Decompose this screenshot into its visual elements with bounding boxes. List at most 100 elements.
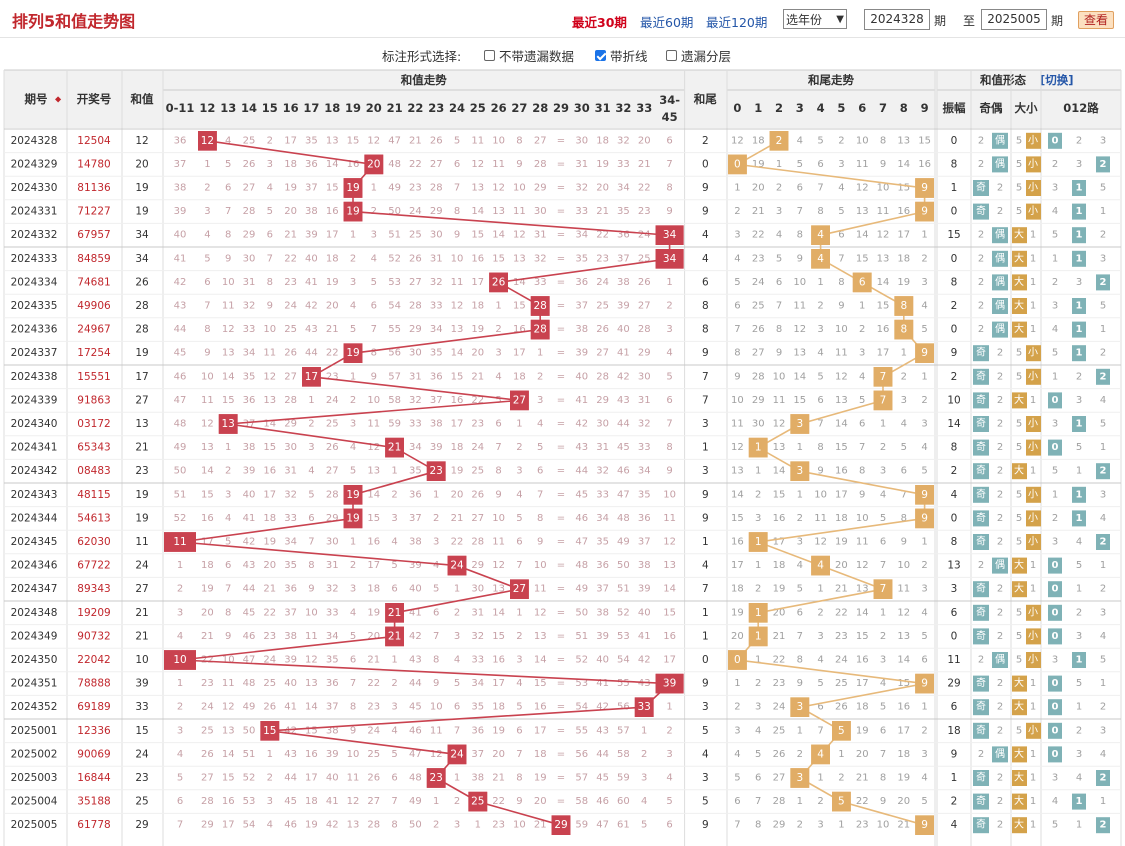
- sum-miss-value: 53: [617, 631, 630, 642]
- parity-badge-text: 偶: [995, 653, 1005, 666]
- sum-miss-value: 11: [451, 277, 464, 288]
- size-miss: 5: [1016, 537, 1022, 548]
- tail-miss-value: 14: [856, 230, 869, 241]
- sum-miss-value: 1: [391, 466, 397, 477]
- sum-miss-value: 12: [451, 301, 464, 312]
- sum-miss-value: 11: [201, 395, 214, 406]
- sum-miss-value: 20: [492, 749, 505, 760]
- sum-miss-value: 47: [174, 395, 187, 406]
- tail-cell: 3: [702, 772, 709, 784]
- number-cell: 84859: [77, 253, 110, 265]
- option-with-line[interactable]: 带折线: [595, 46, 648, 65]
- tail-hit-value: 1: [755, 607, 762, 619]
- sum-hit-value: 39: [663, 678, 676, 690]
- route-badge-text: 0: [1052, 725, 1059, 736]
- amplitude-cell: 8: [951, 442, 958, 454]
- sum-miss-value: 42: [575, 419, 588, 430]
- tail-miss-value: 1: [797, 442, 803, 453]
- year-select[interactable]: 选年份 ▼: [783, 9, 847, 29]
- sum-miss-value: 21: [284, 230, 297, 241]
- sum-miss-value: 16: [305, 749, 318, 760]
- tail-hit-value: 7: [880, 394, 887, 406]
- checkbox-no-miss[interactable]: [484, 50, 495, 61]
- sum-miss-value: 43: [409, 655, 422, 666]
- tail-miss-value: 2: [880, 442, 886, 453]
- sum-miss-value: 14: [492, 230, 505, 241]
- sum-miss-value: 6: [267, 230, 273, 241]
- tail-miss-value: 1: [921, 371, 927, 382]
- tail-hit-cell: [790, 414, 810, 434]
- tail-miss-value: 2: [797, 513, 803, 524]
- nav-recent-120[interactable]: 最近120期: [706, 15, 768, 30]
- sum-hit-cell: [385, 603, 404, 623]
- sum-miss-value: 1: [177, 678, 183, 689]
- sum-miss-value: 36: [617, 230, 630, 241]
- sum-miss-value: 15: [513, 301, 526, 312]
- tail-miss-value: 11: [773, 395, 786, 406]
- checkbox-with-line[interactable]: [595, 50, 606, 61]
- sum-miss-value: 28: [201, 796, 214, 807]
- tail-hit-value: 5: [838, 796, 845, 808]
- from-issue-input[interactable]: 2024328: [864, 9, 930, 30]
- route-miss: 5: [1076, 442, 1082, 453]
- sum-miss-value: 25: [596, 301, 609, 312]
- tail-miss-value: 3: [838, 159, 844, 170]
- issue-cell: 2024343: [11, 489, 58, 501]
- tail-hit-cell: [915, 815, 934, 835]
- sum-miss-value: 23: [596, 253, 609, 264]
- number-cell: 78888: [77, 678, 110, 690]
- amplitude-cell: 2: [951, 300, 958, 312]
- sum-miss-value: 12: [430, 749, 443, 760]
- sum-miss-value: 11: [222, 678, 235, 689]
- tail-hit-value: 9: [921, 347, 928, 359]
- sum-miss-value: 43: [617, 395, 630, 406]
- route-miss: 3: [1052, 537, 1058, 548]
- parity-badge-text: 奇: [976, 204, 986, 217]
- sum-hit-cell: [343, 508, 363, 529]
- route-badge: [1096, 534, 1110, 550]
- switch-link[interactable]: [切换]: [1040, 73, 1074, 87]
- tail-miss-value: 26: [835, 702, 848, 713]
- sum-miss-value: 38: [409, 537, 422, 548]
- route-miss: 2: [1100, 348, 1106, 359]
- sum-miss-value: 38: [326, 725, 339, 736]
- sum-miss-value: 9: [433, 678, 439, 689]
- sum-hit-value: 21: [388, 630, 401, 642]
- tail-hit-cell: [873, 579, 893, 599]
- amplitude-cell: 15: [947, 229, 960, 241]
- sum-hit-value: 34: [663, 229, 677, 241]
- nav-recent-30[interactable]: 最近30期: [572, 15, 627, 30]
- parity-badge: [973, 463, 989, 480]
- sum-hit-cell: [260, 721, 280, 741]
- sort-icon[interactable]: ◆: [55, 95, 62, 104]
- route-badge-text: 0: [1052, 631, 1059, 642]
- sum-cell: 24: [135, 748, 149, 760]
- checkbox-layered[interactable]: [666, 50, 677, 61]
- size-miss: 1: [1030, 820, 1036, 831]
- tail-hit-cell: [852, 272, 872, 293]
- sum-miss-value: 5: [267, 206, 273, 217]
- tail-col-header: 3: [796, 101, 804, 115]
- nav-recent-60[interactable]: 最近60期: [640, 15, 694, 30]
- sum-miss-value: 51: [575, 631, 588, 642]
- tail-hit-value: 0: [734, 158, 741, 170]
- sum-miss-value: =: [557, 607, 565, 618]
- tail-miss-value: 6: [797, 183, 803, 194]
- amplitude-cell: 10: [947, 394, 960, 406]
- tail-miss-value: 2: [921, 560, 927, 571]
- tail-miss-value: 17: [897, 230, 910, 241]
- route-badge: [1048, 699, 1062, 716]
- parity-badge-text: 奇: [976, 535, 986, 548]
- tail-miss-value: 3: [776, 206, 782, 217]
- query-button[interactable]: 查看: [1078, 11, 1114, 29]
- to-issue-input[interactable]: 2025005: [981, 9, 1047, 30]
- number-cell: 67722: [77, 560, 110, 572]
- option-layered[interactable]: 遗漏分层: [666, 46, 731, 65]
- sum-miss-value: 47: [575, 537, 588, 548]
- route-badge: [1048, 132, 1062, 149]
- sum-miss-value: 44: [284, 773, 297, 784]
- parity-miss: 2: [997, 183, 1003, 194]
- option-no-miss[interactable]: 不带遗漏数据: [484, 46, 574, 65]
- size-miss: 1: [1030, 749, 1036, 760]
